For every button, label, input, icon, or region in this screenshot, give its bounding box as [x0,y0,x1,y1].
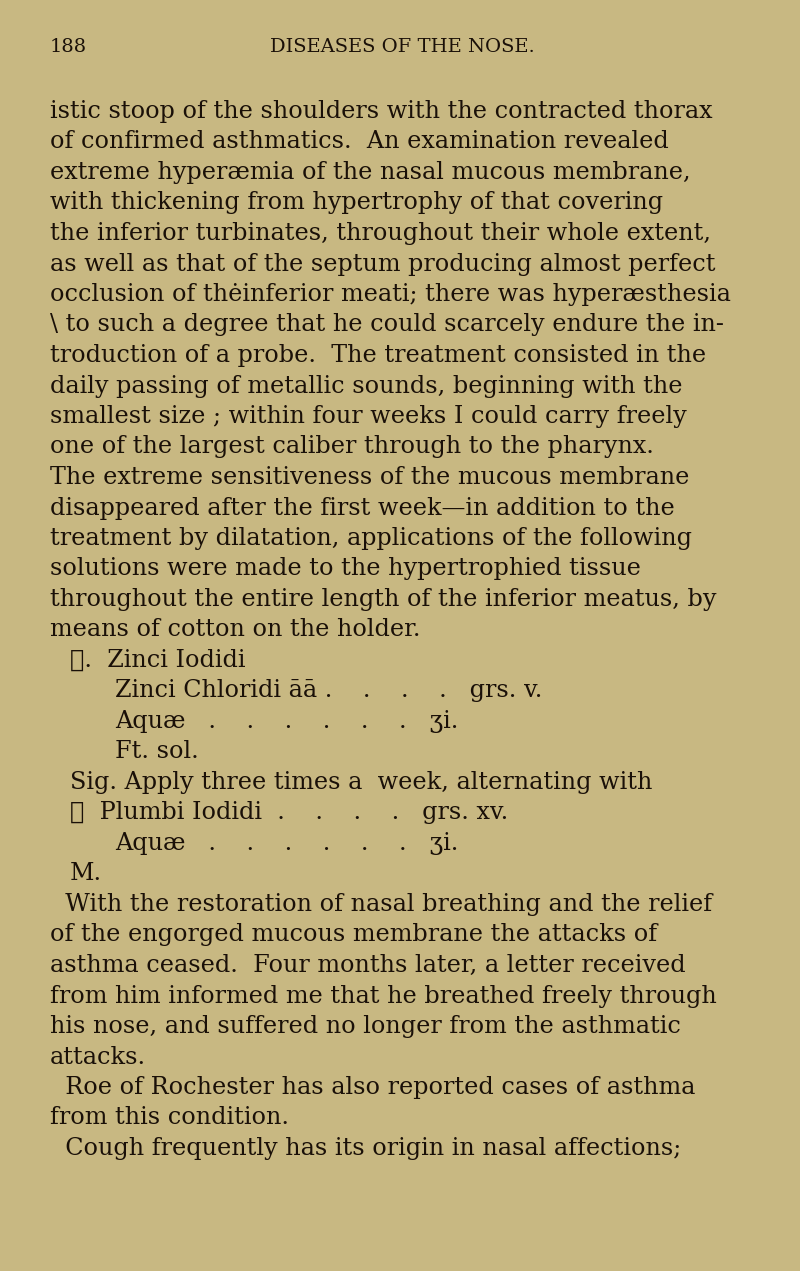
Text: extreme hyperæmia of the nasal mucous membrane,: extreme hyperæmia of the nasal mucous me… [50,161,690,184]
Text: \ to such a degree that he could scarcely endure the in-: \ to such a degree that he could scarcel… [50,314,724,337]
Text: of the engorged mucous membrane the attacks of: of the engorged mucous membrane the atta… [50,924,657,947]
Text: occlusion of thėinferior meati; there was hyperæsthesia: occlusion of thėinferior meati; there wa… [50,283,731,306]
Text: Zinci Chloridi āā .    .    .    .   grs. v.: Zinci Chloridi āā . . . . grs. v. [115,680,542,703]
Text: solutions were made to the hypertrophied tissue: solutions were made to the hypertrophied… [50,558,641,581]
Text: asthma ceased.  Four months later, a letter received: asthma ceased. Four months later, a lett… [50,955,686,977]
Text: 188: 188 [50,38,87,56]
Text: of confirmed asthmatics.  An examination revealed: of confirmed asthmatics. An examination … [50,131,669,154]
Text: Aquæ   .    .    .    .    .    .   ʒi.: Aquæ . . . . . . ʒi. [115,710,458,733]
Text: ℞.  Zinci Iodidi: ℞. Zinci Iodidi [70,649,246,672]
Text: from him informed me that he breathed freely through: from him informed me that he breathed fr… [50,985,717,1008]
Text: the inferior turbinates, throughout their whole extent,: the inferior turbinates, throughout thei… [50,222,711,245]
Text: daily passing of metallic sounds, beginning with the: daily passing of metallic sounds, beginn… [50,375,682,398]
Text: means of cotton on the holder.: means of cotton on the holder. [50,619,421,642]
Text: The extreme sensitiveness of the mucous membrane: The extreme sensitiveness of the mucous … [50,466,690,489]
Text: troduction of a probe.  The treatment consisted in the: troduction of a probe. The treatment con… [50,344,706,367]
Text: throughout the entire length of the inferior meatus, by: throughout the entire length of the infe… [50,588,717,611]
Text: from this condition.: from this condition. [50,1107,289,1130]
Text: smallest size ; within four weeks I could carry freely: smallest size ; within four weeks I coul… [50,405,686,428]
Text: M.: M. [70,863,102,886]
Text: as well as that of the septum producing almost perfect: as well as that of the septum producing … [50,253,715,276]
Text: DISEASES OF THE NOSE.: DISEASES OF THE NOSE. [270,38,535,56]
Text: With the restoration of nasal breathing and the relief: With the restoration of nasal breathing … [50,894,712,916]
Text: ℞  Plumbi Iodidi  .    .    .    .   grs. xv.: ℞ Plumbi Iodidi . . . . grs. xv. [70,802,508,825]
Text: Cough frequently has its origin in nasal affections;: Cough frequently has its origin in nasal… [50,1138,682,1160]
Text: attacks.: attacks. [50,1046,146,1069]
Text: Sig. Apply three times a  week, alternating with: Sig. Apply three times a week, alternati… [70,771,652,794]
Text: Aquæ   .    .    .    .    .    .   ʒi.: Aquæ . . . . . . ʒi. [115,833,458,855]
Text: disappeared after the first week—in addition to the: disappeared after the first week—in addi… [50,497,674,520]
Text: treatment by dilatation, applications of the following: treatment by dilatation, applications of… [50,527,692,550]
Text: one of the largest caliber through to the pharynx.: one of the largest caliber through to th… [50,436,654,459]
Text: his nose, and suffered no longer from the asthmatic: his nose, and suffered no longer from th… [50,1016,681,1038]
Text: Ft. sol.: Ft. sol. [115,741,198,764]
Text: Roe of Rochester has also reported cases of asthma: Roe of Rochester has also reported cases… [50,1077,695,1099]
Text: istic stoop of the shoulders with the contracted thorax: istic stoop of the shoulders with the co… [50,100,713,123]
Text: with thickening from hypertrophy of that covering: with thickening from hypertrophy of that… [50,192,663,215]
